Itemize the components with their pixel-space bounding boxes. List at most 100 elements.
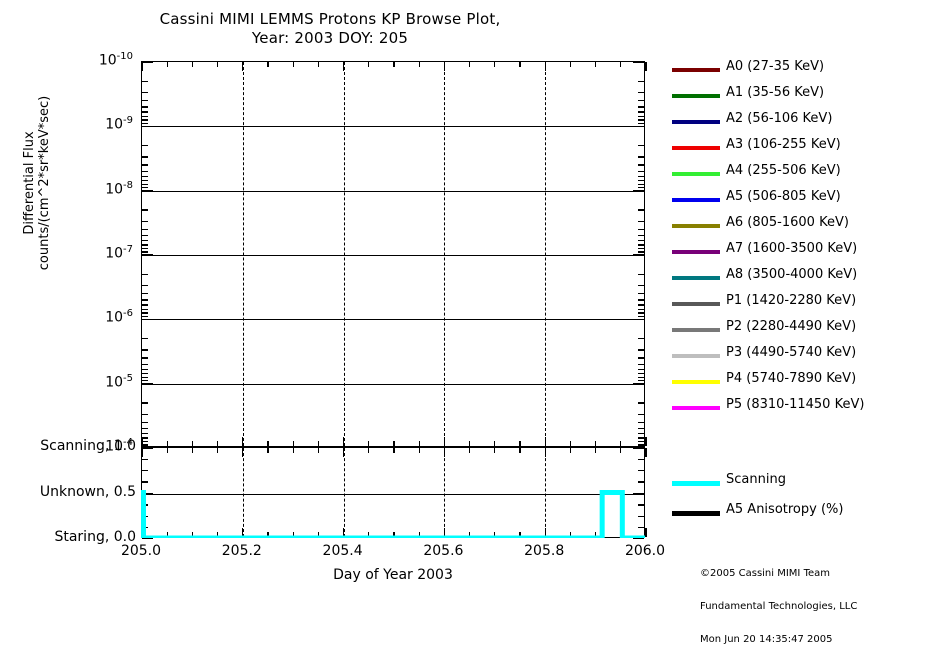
x-minor-tick — [620, 62, 622, 67]
x-minor-tick — [468, 62, 471, 67]
legend-color-swatch — [672, 250, 720, 254]
legend-color-swatch — [672, 406, 720, 410]
scan-x-minor-tick — [418, 532, 420, 537]
y-minor-tick — [638, 240, 644, 242]
x-minor-tick — [620, 441, 622, 446]
legend-label: A8 (3500-4000 KeV) — [726, 267, 858, 282]
y-minor-tick — [142, 115, 148, 118]
y-minor-tick — [142, 234, 148, 237]
scan-x-minor-tick — [292, 448, 294, 453]
scan-x-minor-tick — [594, 532, 597, 537]
x-major-tick — [141, 62, 143, 71]
y-minor-tick — [638, 304, 644, 306]
horizontal-gridline — [142, 493, 644, 495]
title-line-1: Cassini MIMI LEMMS Protons KP Browse Plo… — [159, 10, 501, 28]
legend-label: A3 (106-255 KeV) — [726, 137, 841, 152]
y-minor-tick — [142, 363, 148, 365]
y-tick-label: 10-6 — [55, 308, 133, 326]
y-tick-mantissa: 10 — [105, 245, 124, 262]
legend-color-swatch — [672, 146, 720, 150]
legend-label: A1 (35-56 KeV) — [726, 85, 825, 100]
x-tick-label: 205.4 — [322, 543, 363, 559]
x-minor-tick — [317, 62, 320, 67]
y-minor-tick — [142, 248, 148, 250]
y-minor-tick — [142, 220, 148, 223]
x-minor-tick — [166, 441, 168, 446]
y-minor-tick — [638, 248, 644, 250]
y-minor-tick — [142, 444, 148, 446]
scan-y-minor-tick — [142, 470, 148, 472]
scan-x-minor-tick — [468, 448, 471, 453]
y-minor-tick — [638, 115, 644, 118]
y-minor-tick — [142, 427, 148, 430]
vertical-gridline — [444, 62, 446, 446]
y-minor-tick — [638, 299, 644, 301]
y-minor-tick — [638, 156, 644, 158]
legend-label: A2 (56-106 KeV) — [726, 111, 833, 126]
x-major-tick — [242, 437, 244, 446]
y-minor-tick — [142, 170, 148, 172]
y-major-tick — [142, 125, 153, 128]
y-minor-tick — [638, 421, 644, 424]
scan-y-major-tick — [633, 448, 644, 450]
y-minor-tick — [142, 437, 148, 439]
x-minor-tick — [494, 441, 496, 446]
scan-y-minor-tick — [638, 504, 644, 506]
y-minor-tick — [142, 315, 148, 318]
y-minor-tick — [142, 100, 148, 102]
y-axis-title: Differential Flux counts/(cm^2*sr*keV*se… — [22, 88, 52, 278]
x-minor-tick — [569, 441, 572, 446]
legend-color-swatch — [672, 276, 720, 280]
scan-x-minor-tick — [494, 532, 496, 537]
scan-x-minor-tick — [468, 532, 471, 537]
y-minor-tick — [638, 122, 644, 125]
y-minor-tick — [638, 111, 644, 113]
y-minor-tick — [638, 337, 644, 340]
horizontal-gridline — [142, 319, 644, 321]
scan-y-major-tick — [633, 537, 644, 539]
x-minor-tick — [166, 62, 168, 67]
y-minor-tick — [638, 244, 644, 246]
state-legend-entry: Scanning — [672, 470, 950, 500]
legend-label: A7 (1600-3500 KeV) — [726, 241, 858, 256]
x-minor-tick — [418, 62, 420, 67]
channel-legend: A0 (27-35 KeV) A1 (35-56 KeV) A2 (56-106 K… — [672, 58, 950, 422]
y-minor-tick — [638, 170, 644, 172]
y-minor-tick — [638, 357, 644, 359]
scan-y-minor-tick — [638, 515, 644, 517]
y-tick-label: 10-5 — [55, 373, 133, 391]
scan-x-minor-tick — [292, 532, 294, 537]
vertical-gridline — [545, 62, 547, 446]
legend-label: P4 (5740-7890 KeV) — [726, 371, 857, 386]
legend-entry: A1 (35-56 KeV) — [672, 84, 950, 110]
y-minor-tick — [142, 119, 148, 121]
y-minor-tick — [638, 175, 644, 178]
scan-y-major-tick — [142, 537, 153, 539]
legend-label: P1 (1420-2280 KeV) — [726, 293, 857, 308]
y-minor-tick — [638, 251, 644, 253]
y-minor-tick — [638, 349, 644, 351]
scan-x-minor-tick — [569, 448, 572, 453]
y-minor-tick — [142, 175, 148, 178]
y-tick-exponent: -10 — [116, 51, 133, 62]
legend-color-swatch — [672, 302, 720, 306]
x-major-tick — [645, 437, 647, 446]
horizontal-gridline — [142, 190, 644, 192]
scan-x-major-tick — [645, 448, 647, 457]
state-legend-color-swatch — [672, 511, 720, 516]
x-major-tick — [443, 437, 446, 446]
scan-x-minor-tick — [569, 532, 572, 537]
scan-y-minor-tick — [638, 526, 644, 529]
scan-y-minor-tick — [142, 458, 148, 461]
credit-line-2: Fundamental Technologies, LLC — [700, 601, 858, 612]
legend-entry: P1 (1420-2280 KeV) — [672, 292, 950, 318]
state-legend-entry: A5 Anisotropy (%) — [672, 500, 950, 530]
x-minor-tick — [594, 441, 597, 446]
x-minor-tick — [519, 441, 521, 446]
scan-x-minor-tick — [216, 448, 219, 453]
x-minor-tick — [216, 62, 219, 67]
y-minor-tick — [638, 312, 644, 314]
scan-y-major-tick — [142, 448, 153, 450]
horizontal-gridline — [142, 126, 644, 128]
legend-entry: A3 (106-255 KeV) — [672, 136, 950, 162]
